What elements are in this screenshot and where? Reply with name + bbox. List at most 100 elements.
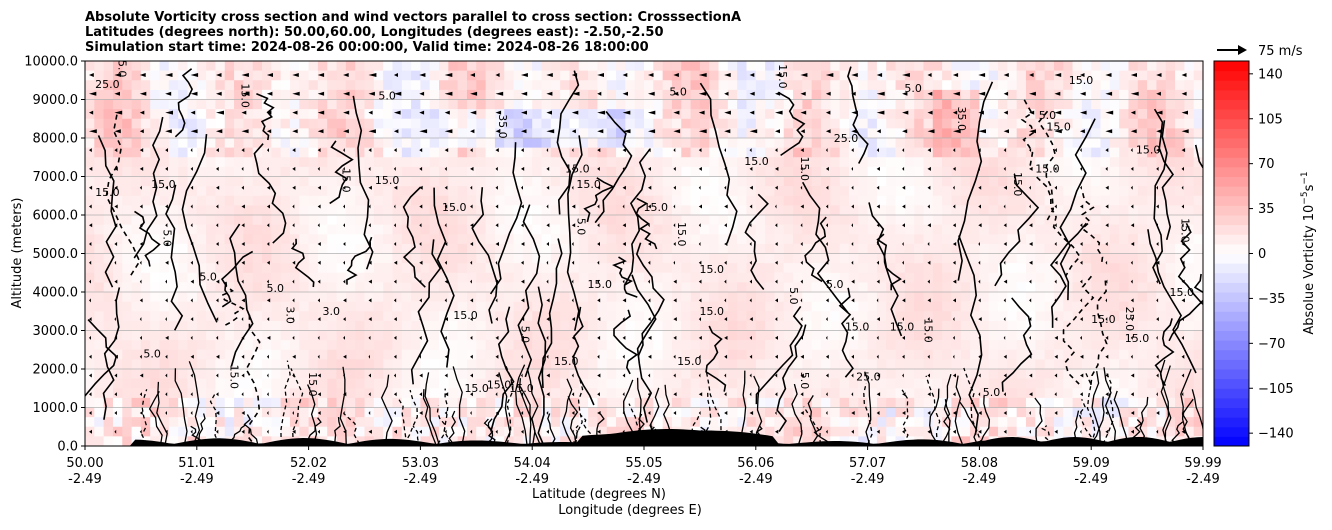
- vorticity-cell: [1026, 398, 1036, 408]
- vorticity-cell: [1026, 244, 1036, 254]
- vorticity-cell: [691, 379, 701, 389]
- vorticity-cell: [905, 196, 915, 206]
- vorticity-cell: [1017, 71, 1027, 81]
- vorticity-cell: [178, 379, 188, 389]
- vorticity-cell: [858, 244, 868, 254]
- vorticity-cell: [868, 61, 878, 71]
- vorticity-cell: [215, 225, 225, 235]
- vorticity-cell: [1194, 196, 1204, 206]
- vorticity-cell: [793, 90, 803, 100]
- vorticity-cell: [392, 225, 402, 235]
- vorticity-cell: [1119, 177, 1129, 187]
- vorticity-cell: [1147, 90, 1157, 100]
- vorticity-cell: [206, 109, 216, 119]
- vorticity-cell: [178, 61, 188, 71]
- vorticity-cell: [85, 331, 95, 341]
- vorticity-cell: [374, 273, 384, 283]
- vorticity-cell: [467, 359, 477, 369]
- vorticity-cell: [365, 196, 375, 206]
- vorticity-cell: [299, 282, 309, 292]
- vorticity-cell: [588, 292, 598, 302]
- vorticity-cell: [504, 100, 514, 110]
- vorticity-cell: [365, 359, 375, 369]
- vorticity-cell: [178, 417, 188, 427]
- vorticity-cell: [486, 350, 496, 360]
- vorticity-cell: [532, 254, 542, 264]
- vorticity-cell: [942, 90, 952, 100]
- vorticity-cell: [728, 331, 738, 341]
- vorticity-cell: [765, 292, 775, 302]
- vorticity-cell: [588, 90, 598, 100]
- vorticity-cell: [430, 119, 440, 129]
- vorticity-cell: [924, 350, 934, 360]
- vorticity-cell: [728, 138, 738, 148]
- vorticity-cell: [132, 379, 142, 389]
- vorticity-cell: [896, 340, 906, 350]
- vorticity-cell: [746, 340, 756, 350]
- vorticity-cell: [1156, 80, 1166, 90]
- vorticity-cell: [1110, 369, 1120, 379]
- vorticity-cell: [616, 196, 626, 206]
- vorticity-cell: [821, 321, 831, 331]
- vorticity-cell: [94, 350, 104, 360]
- vorticity-cell: [542, 398, 552, 408]
- vorticity-cell: [1045, 350, 1055, 360]
- vorticity-cell: [271, 138, 281, 148]
- vorticity-cell: [1119, 388, 1129, 398]
- vorticity-cell: [1054, 321, 1064, 331]
- vorticity-cell: [681, 292, 691, 302]
- vorticity-cell: [551, 379, 561, 389]
- vorticity-cell: [700, 196, 710, 206]
- vorticity-cell: [243, 234, 253, 244]
- vorticity-cell: [1147, 167, 1157, 177]
- vorticity-cell: [821, 340, 831, 350]
- vorticity-cell: [542, 196, 552, 206]
- vorticity-cell: [1194, 244, 1204, 254]
- vorticity-cell: [802, 225, 812, 235]
- vorticity-cell: [877, 321, 887, 331]
- vorticity-cell: [1128, 109, 1138, 119]
- vorticity-cell: [1026, 369, 1036, 379]
- vorticity-cell: [197, 359, 207, 369]
- vorticity-cell: [411, 90, 421, 100]
- vorticity-cell: [868, 157, 878, 167]
- vorticity-cell: [924, 225, 934, 235]
- vorticity-cell: [998, 282, 1008, 292]
- vorticity-cell: [914, 292, 924, 302]
- vorticity-cell: [653, 167, 663, 177]
- vorticity-cell: [989, 398, 999, 408]
- vorticity-cell: [253, 244, 263, 254]
- vorticity-cell: [448, 61, 458, 71]
- vorticity-cell: [644, 100, 654, 110]
- vorticity-cell: [206, 234, 216, 244]
- vorticity-cell: [262, 205, 272, 215]
- vorticity-cell: [635, 128, 645, 138]
- vorticity-cell: [1184, 263, 1194, 273]
- vorticity-cell: [728, 408, 738, 418]
- vorticity-cell: [402, 234, 412, 244]
- vorticity-cell: [430, 148, 440, 158]
- vorticity-cell: [728, 109, 738, 119]
- vorticity-cell: [765, 359, 775, 369]
- vorticity-cell: [467, 321, 477, 331]
- vorticity-cell: [290, 100, 300, 110]
- vorticity-cell: [896, 282, 906, 292]
- vorticity-cell: [746, 359, 756, 369]
- vorticity-cell: [924, 244, 934, 254]
- vorticity-cell: [346, 292, 356, 302]
- vorticity-cell: [1101, 234, 1111, 244]
- vorticity-cell: [309, 244, 319, 254]
- vorticity-cell: [448, 128, 458, 138]
- vorticity-cell: [905, 302, 915, 312]
- vorticity-cell: [663, 215, 673, 225]
- vorticity-cell: [113, 234, 123, 244]
- vorticity-cell: [504, 350, 514, 360]
- vorticity-cell: [756, 119, 766, 129]
- vorticity-cell: [989, 254, 999, 264]
- vorticity-cell: [299, 215, 309, 225]
- vorticity-cell: [1184, 186, 1194, 196]
- vorticity-cell: [663, 71, 673, 81]
- vorticity-cell: [896, 71, 906, 81]
- vorticity-cell: [132, 138, 142, 148]
- vorticity-cell: [821, 350, 831, 360]
